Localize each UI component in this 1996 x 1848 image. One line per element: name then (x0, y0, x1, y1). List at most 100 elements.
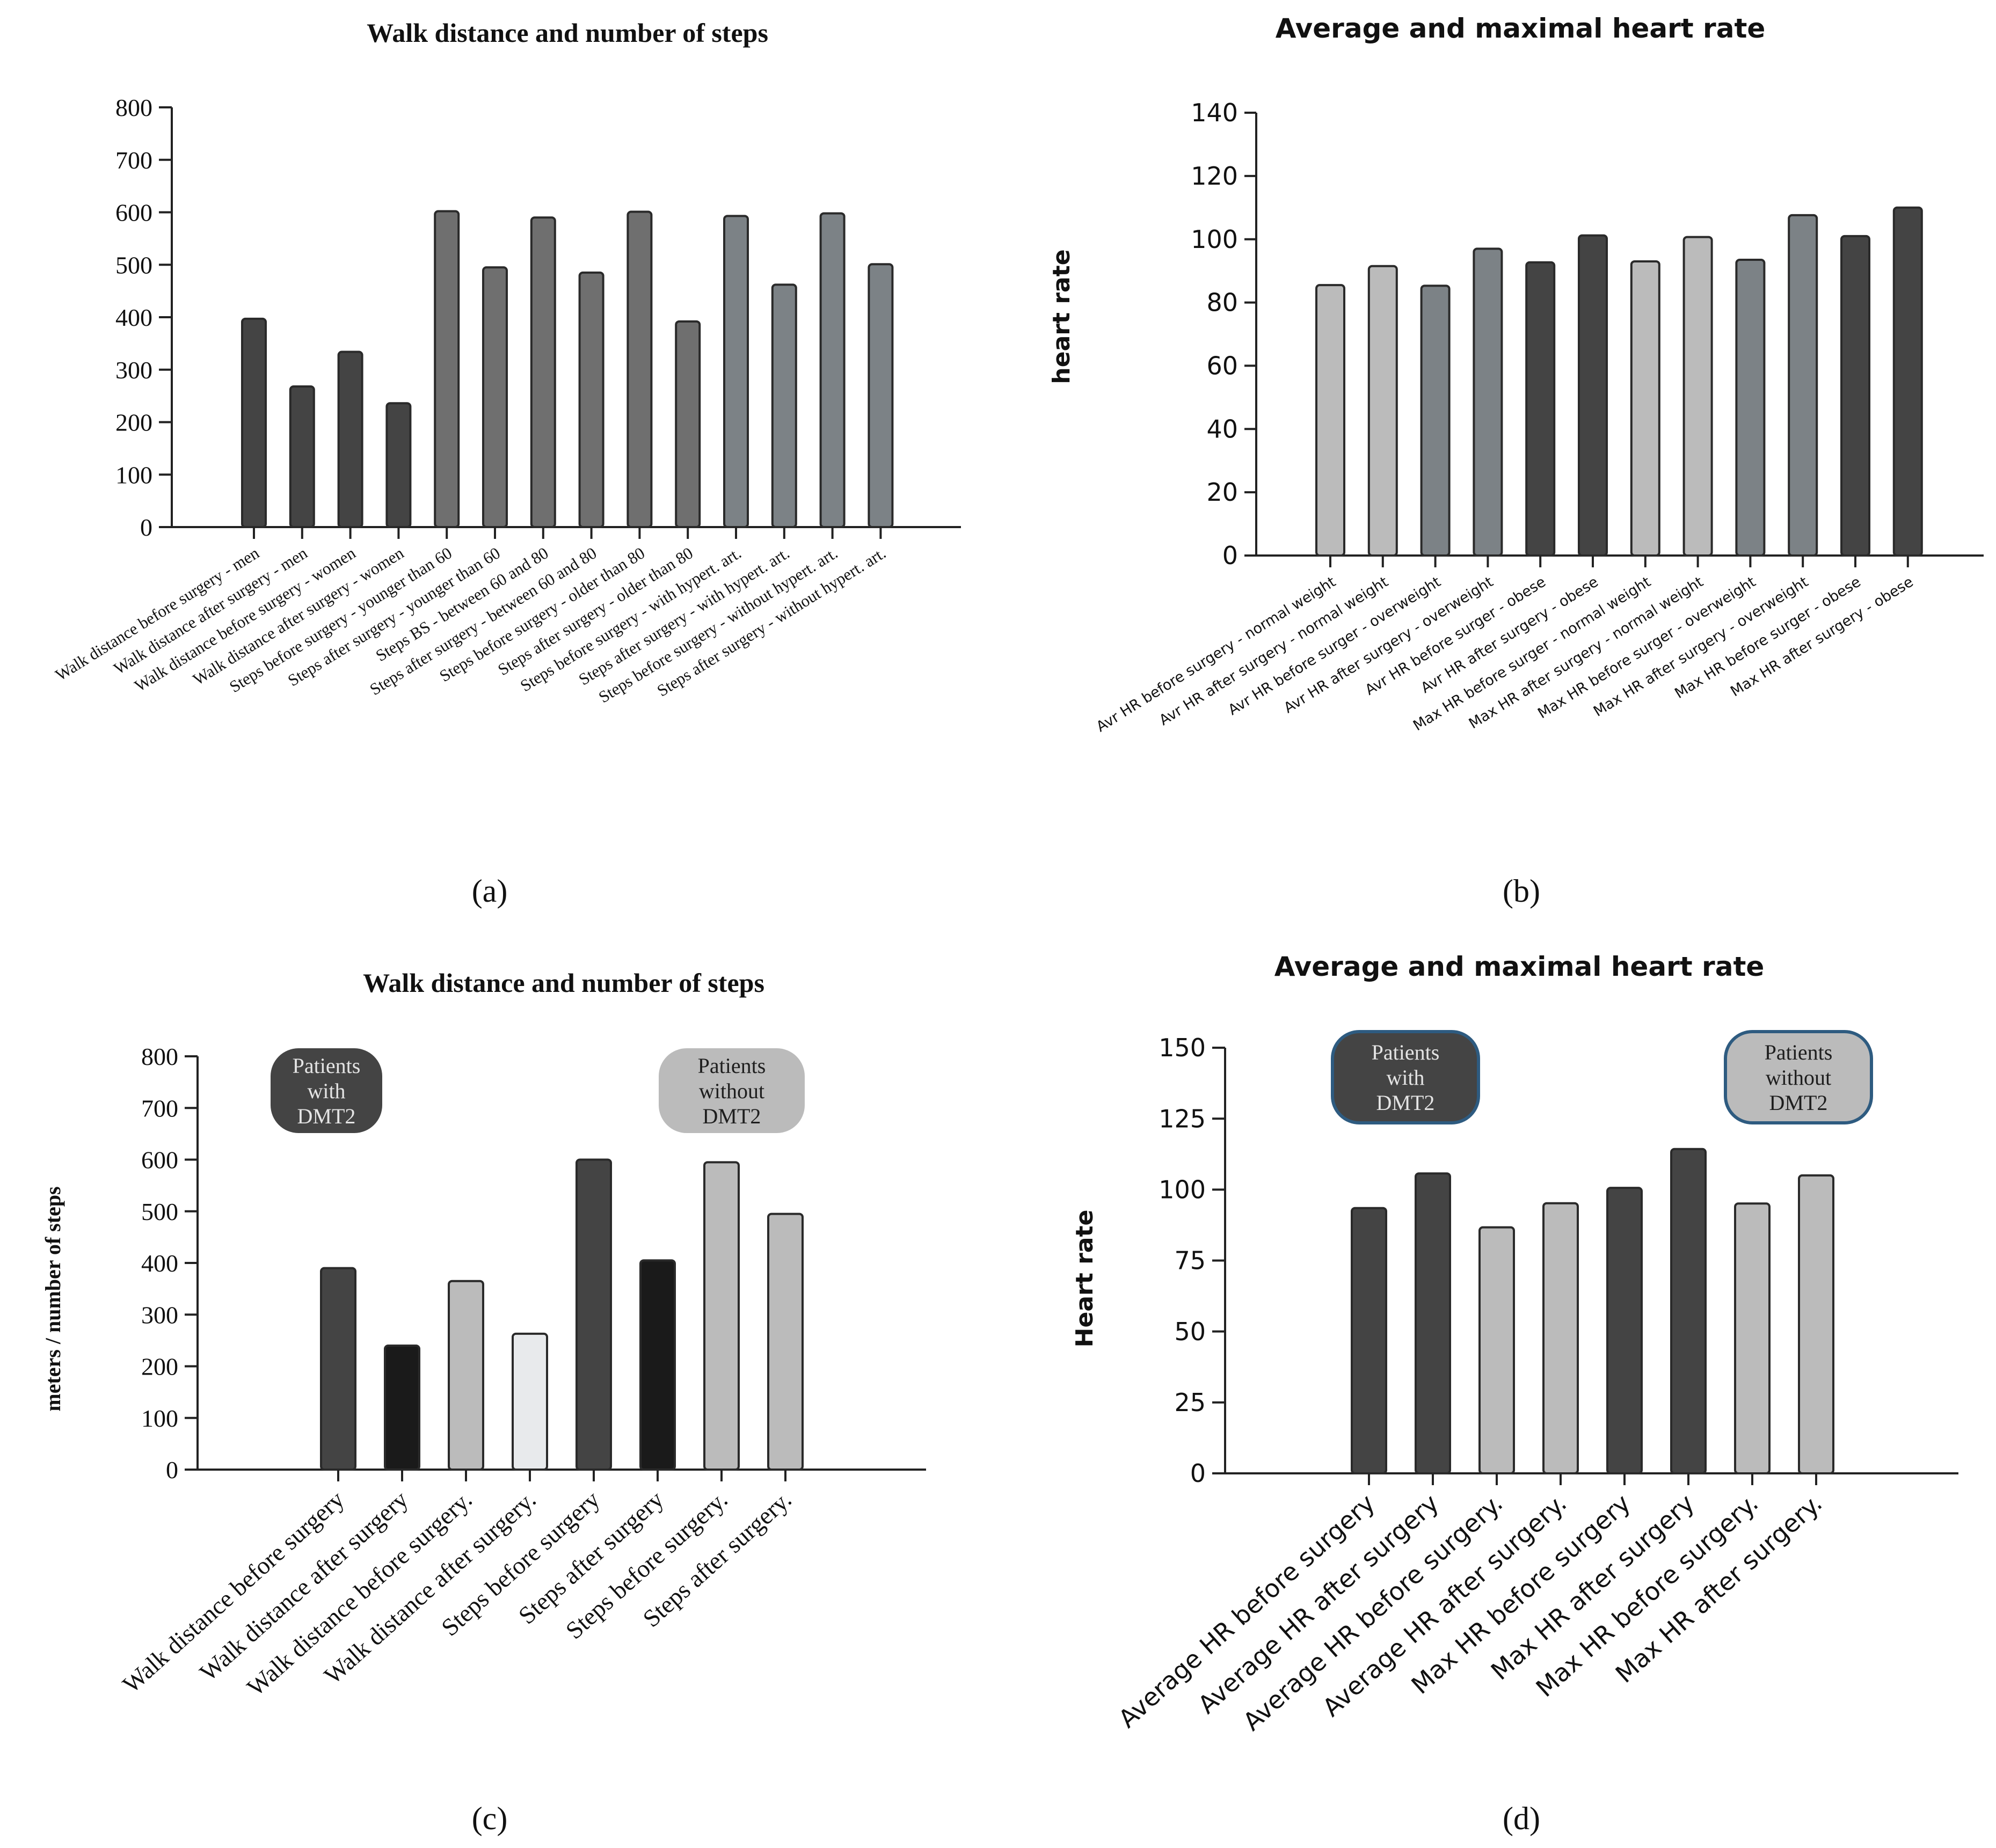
bar (767, 1212, 804, 1471)
y-tick-label: 300 (115, 356, 152, 384)
chart-title: Walk distance and number of steps (367, 18, 768, 48)
y-tick-label: 20 (1206, 478, 1238, 507)
bar (627, 210, 653, 528)
y-tick-label: 0 (166, 1456, 178, 1484)
bar (385, 402, 412, 528)
y-tick-label: 0 (140, 514, 152, 541)
chart-title: Walk distance and number of steps (363, 968, 764, 998)
bar (1578, 234, 1608, 557)
y-tick-label: 80 (1206, 288, 1238, 317)
chart-title: Average and maximal heart rate (1276, 13, 1766, 44)
bar (384, 1345, 420, 1471)
y-tick-label: 700 (115, 147, 152, 174)
annotation-text: Patients (1372, 1040, 1440, 1064)
panel-a-chart: Walk distance and number of steps 0 100 200… (52, 18, 961, 706)
x-category-label: Avr HR after surgery - normal weight (1156, 574, 1391, 729)
bar (1892, 206, 1923, 557)
bar (482, 266, 508, 528)
annotation-text: DMT2 (1376, 1091, 1435, 1115)
bar (1788, 214, 1818, 557)
annotation-text: DMT2 (703, 1104, 761, 1128)
bar (576, 1158, 612, 1471)
y-tick-label: 100 (1159, 1175, 1206, 1204)
annotation-text: DMT2 (297, 1104, 356, 1128)
bar (289, 385, 315, 529)
y-tick-label: 0 (1190, 1459, 1206, 1488)
y-tick-label: 800 (115, 94, 152, 121)
bar (1798, 1174, 1834, 1474)
bar (1415, 1172, 1451, 1474)
y-tick-label: 300 (141, 1301, 178, 1328)
y-tick-label: 120 (1191, 162, 1238, 191)
chart-title: Average and maximal heart rate (1274, 951, 1765, 982)
y-tick-label: 500 (141, 1198, 178, 1225)
bar (1682, 236, 1713, 557)
bar (1420, 284, 1451, 557)
panel-label-d: (d) (1503, 1801, 1540, 1836)
bar (578, 271, 604, 528)
x-category-label: Average HR after surgery (1192, 1488, 1444, 1719)
x-category-label: Avr HR before surgery - normal weight (1094, 574, 1339, 736)
annotation-badge (1724, 1030, 1873, 1124)
bar (1734, 1202, 1771, 1475)
bar (1315, 284, 1345, 557)
annotation-text: without (1766, 1065, 1831, 1090)
y-axis-label: heart rate (1048, 249, 1075, 384)
annotation-badge (1331, 1030, 1480, 1124)
x-category-label: Average HR before surgery. (1237, 1488, 1509, 1736)
y-tick-label: 75 (1174, 1246, 1206, 1275)
y-tick-label: 150 (1159, 1033, 1206, 1062)
annotation-text: without (699, 1079, 764, 1103)
bar (771, 283, 797, 529)
y-tick-label: 140 (1191, 98, 1238, 127)
y-tick-label: 700 (141, 1094, 178, 1122)
y-tick-label: 800 (141, 1043, 178, 1070)
y-tick-label: 100 (141, 1405, 178, 1432)
annotation-text: Patients (1765, 1040, 1833, 1064)
annotation-text: Patients (698, 1054, 766, 1078)
panel-d-chart: Average and maximal heart rate Heart rate… (1071, 951, 1958, 1736)
y-tick-label: 200 (115, 409, 152, 436)
panel-label-b: (b) (1503, 873, 1540, 909)
y-tick-label: 600 (141, 1146, 178, 1174)
y-tick-label: 25 (1174, 1388, 1206, 1417)
annotation-text: Patients (293, 1054, 361, 1078)
bar (434, 210, 460, 529)
bar (1473, 247, 1503, 557)
bar (1840, 235, 1870, 557)
y-tick-label: 40 (1206, 414, 1238, 443)
y-axis-label: meters / number of steps (41, 1186, 65, 1411)
bar (1606, 1187, 1643, 1475)
bar (819, 212, 846, 528)
y-tick-label: 50 (1174, 1317, 1206, 1346)
panel-c-chart: Walk distance and number of steps meters … (41, 968, 926, 1701)
annotation-badge (659, 1048, 805, 1133)
y-tick-label: 100 (115, 461, 152, 488)
bar (723, 215, 749, 528)
annotation-text: with (1386, 1065, 1424, 1090)
bar (1525, 261, 1556, 557)
annotation-badge (271, 1048, 382, 1133)
bar (639, 1259, 676, 1471)
bar (703, 1161, 740, 1471)
bar (337, 350, 363, 528)
y-tick-label: 0 (1222, 541, 1238, 570)
bar (1542, 1202, 1579, 1474)
y-axis-label: Heart rate (1071, 1210, 1098, 1348)
bar (530, 216, 556, 528)
bar (241, 317, 267, 528)
annotation-text: DMT2 (1769, 1091, 1828, 1115)
bar (1630, 260, 1660, 557)
panel-label-a: (a) (472, 873, 508, 909)
bar (1478, 1226, 1515, 1474)
bar (675, 320, 701, 528)
y-tick-label: 60 (1206, 352, 1238, 381)
y-tick-label: 100 (1191, 225, 1238, 254)
annotation-text: with (307, 1079, 345, 1103)
x-category-label: Avr HR before surger - overweight (1225, 574, 1444, 719)
bar (1367, 265, 1398, 557)
bar (512, 1332, 548, 1471)
y-tick-label: 125 (1159, 1104, 1206, 1133)
y-tick-label: 400 (115, 304, 152, 331)
